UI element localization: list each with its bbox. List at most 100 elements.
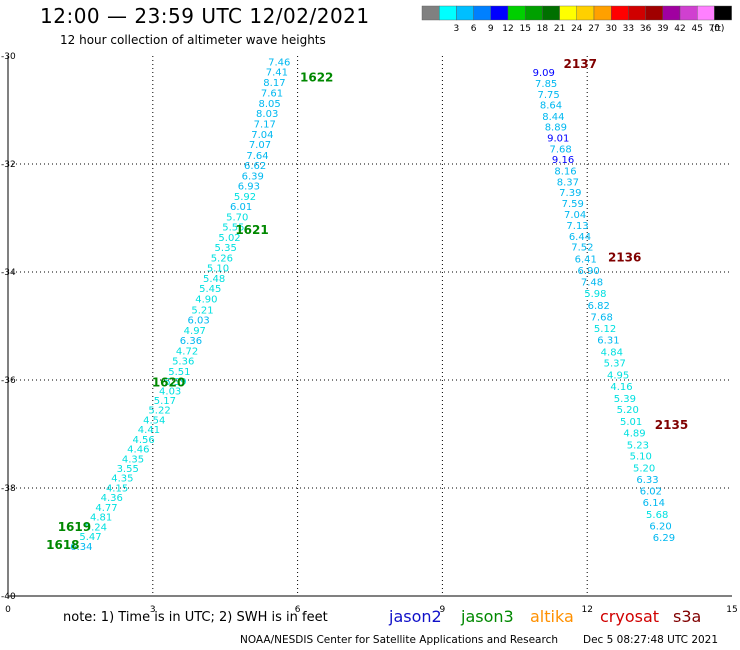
swh-value: 5.20 <box>633 463 655 474</box>
swh-value: 5.39 <box>164 377 186 388</box>
scale-swatch <box>456 5 474 21</box>
swh-value: 6.36 <box>180 336 202 347</box>
scale-swatch <box>714 5 732 21</box>
x-tick-label: 15 <box>726 605 737 615</box>
scale-label: 21 <box>554 24 565 34</box>
scale-swatch <box>507 5 526 21</box>
swh-value: 6.20 <box>649 521 671 532</box>
scale-label: 27 <box>588 24 599 34</box>
scale-label: 6 <box>471 24 477 34</box>
swh-value: 7.75 <box>537 90 559 101</box>
swh-value: 7.59 <box>562 199 584 210</box>
swh-value: 6.41 <box>575 255 597 266</box>
note-text: note: 1) Time is in UTC; 2) SWH is in fe… <box>63 610 328 625</box>
pass-labels: 1622 1621 1620 1619 1618 2137 2136 2135 <box>46 57 688 552</box>
swh-value: 7.46 <box>268 57 290 68</box>
scale-unit: (ft) <box>711 24 725 34</box>
swh-value: 5.12 <box>594 324 616 335</box>
y-tick-label: -38 <box>1 484 16 494</box>
x-tick-label: 12 <box>581 605 592 615</box>
swh-value: 7.68 <box>591 312 613 323</box>
scale-swatch <box>473 5 492 21</box>
swh-value: 5.92 <box>234 192 256 203</box>
swh-value: 5.39 <box>614 394 636 405</box>
x-tick-label: 9 <box>440 605 446 615</box>
pass-number: 1621 <box>235 223 268 237</box>
swh-value: 5.21 <box>191 305 213 316</box>
color-scale-legend: 3 6 9 12 15 18 21 24 27 30 33 36 39 42 45 70(ft) <box>421 5 732 34</box>
swh-value: 5.37 <box>604 359 626 370</box>
swh-value: 5.45 <box>199 284 221 295</box>
swh-value: 8.16 <box>554 166 576 177</box>
swh-value: 7.48 <box>581 278 603 289</box>
swh-value: 4.36 <box>101 493 123 504</box>
pass-number: 1622 <box>300 71 333 85</box>
scale-label: 45 <box>691 24 702 34</box>
swh-value: 5.26 <box>211 253 233 264</box>
page-title: 12:00 — 23:59 UTC 12/02/2021 <box>40 4 370 28</box>
swh-value: 4.54 <box>143 415 165 426</box>
swh-value: 4.46 <box>127 445 149 456</box>
swh-value: 7.13 <box>566 221 588 232</box>
swh-value: 6.62 <box>244 161 266 172</box>
swh-value: 3.55 <box>117 464 139 475</box>
swh-value: 4.16 <box>610 382 632 393</box>
scale-swatch <box>697 5 715 21</box>
swh-value: 4.56 <box>132 435 154 446</box>
swh-value: 7.07 <box>249 140 271 151</box>
swh-value: 7.39 <box>559 188 581 199</box>
swh-value: 5.10 <box>630 452 652 463</box>
swh-value: 5.20 <box>617 405 639 416</box>
swh-value: 4.84 <box>601 347 623 358</box>
scale-label: 42 <box>674 24 685 34</box>
swh-value: 6.31 <box>597 336 619 347</box>
x-tick-label: 0 <box>5 605 11 615</box>
swh-value: 8.37 <box>557 177 579 188</box>
swh-value: 9.01 <box>547 134 569 145</box>
swh-value: 5.17 <box>154 396 176 407</box>
scale-label: 39 <box>657 24 669 34</box>
swh-value: 9.16 <box>552 155 574 166</box>
swh-value: 5.70 <box>226 212 248 223</box>
swh-value: 8.05 <box>258 99 280 110</box>
pass-number: 2136 <box>608 250 641 264</box>
swh-value: 4.90 <box>195 294 217 305</box>
swh-value: 7.61 <box>261 89 283 100</box>
swh-value: 5.47 <box>79 532 101 543</box>
y-tick-label: -30 <box>1 52 16 62</box>
swh-value: 6.82 <box>588 301 610 312</box>
y-tick-label: -40 <box>1 592 16 602</box>
pass-number: 1618 <box>46 538 79 552</box>
scale-swatch <box>611 5 629 21</box>
swh-value: 8.44 <box>542 112 564 123</box>
scale-label: 30 <box>605 24 617 34</box>
swh-value: 7.04 <box>251 130 273 141</box>
swh-value: 5.98 <box>584 289 606 300</box>
swh-value: 7.85 <box>535 79 557 90</box>
swh-value: 4.35 <box>111 474 133 485</box>
swh-value: 5.10 <box>207 264 229 275</box>
scale-swatch <box>490 5 509 21</box>
swh-value: 5.68 <box>646 510 668 521</box>
scale-label: 36 <box>640 24 652 34</box>
swh-value: 8.03 <box>256 109 278 120</box>
grid-lines <box>7 56 732 597</box>
swh-value: 7.41 <box>266 68 288 79</box>
swh-value: 4.72 <box>176 346 198 357</box>
swh-value: 5.36 <box>172 357 194 368</box>
swh-value: 5.35 <box>215 243 237 254</box>
swh-value: 8.89 <box>545 123 567 134</box>
scale-label: 12 <box>502 24 513 34</box>
y-tick-label: -32 <box>1 160 16 170</box>
axis-ticks: 0 3 6 9 12 15 -30 -32 -34 -36 -38 -40 <box>1 52 738 615</box>
swh-value: 4.41 <box>138 425 160 436</box>
swh-value: 4.15 <box>106 483 128 494</box>
swh-value: 5.24 <box>85 522 107 533</box>
swh-value: 5.02 <box>218 233 240 244</box>
swh-value: 6.14 <box>643 498 665 509</box>
swh-value: 6.34 <box>70 542 92 553</box>
scale-swatch <box>628 5 646 21</box>
swh-value: 4.35 <box>122 454 144 465</box>
swh-value: 5.55 <box>222 223 244 234</box>
